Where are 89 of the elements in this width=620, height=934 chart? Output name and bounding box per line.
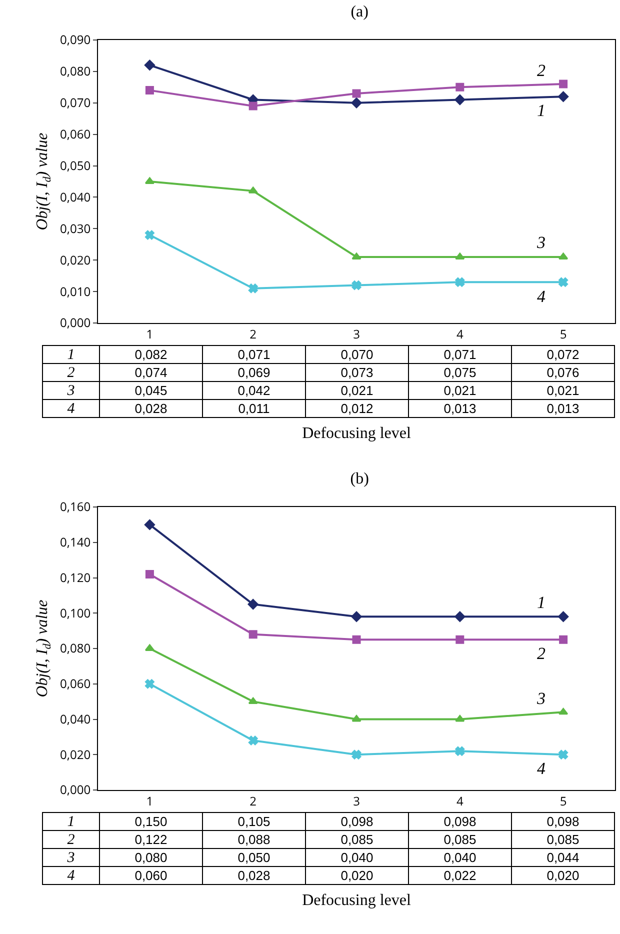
y-tick-label: 0,100 <box>60 604 91 622</box>
data-label: 0,071 <box>408 346 512 364</box>
category-label: 2 <box>67 832 75 848</box>
data-label: 0,080 <box>100 848 202 866</box>
data-label: 0,150 <box>100 812 202 830</box>
data-label: 0,122 <box>100 830 202 848</box>
category-label: 3 <box>67 850 75 866</box>
x-tick-label: 5 <box>560 792 567 810</box>
chart-title: (a) <box>350 3 368 20</box>
category-label: 1 <box>67 814 75 830</box>
series-label: 4 <box>537 287 546 306</box>
y-tick-label: 0,030 <box>60 220 91 237</box>
data-label: 0,076 <box>512 364 614 382</box>
data-label: 0,021 <box>408 382 512 400</box>
data-label: 0,070 <box>306 346 408 364</box>
chart-title: (b) <box>350 470 369 488</box>
data-label: 0,085 <box>512 830 614 848</box>
data-label: 0,074 <box>100 364 202 382</box>
x-tick-label: 4 <box>456 792 464 810</box>
y-tick-label: 0,040 <box>60 710 91 728</box>
data-label: 0,021 <box>306 382 408 400</box>
x-tick-label: 2 <box>250 325 257 342</box>
y-tick-label: 0,070 <box>60 94 91 112</box>
x-tick-label: 1 <box>146 792 154 810</box>
data-label: 0,028 <box>202 866 306 884</box>
category-label: 2 <box>67 364 75 380</box>
x-tick-label: 3 <box>353 325 360 342</box>
y-tick-label: 0,050 <box>60 156 91 174</box>
x-tick-label: 1 <box>146 325 154 342</box>
x-tick-label: 3 <box>353 792 360 810</box>
data-label: 0,071 <box>202 346 306 364</box>
data-label: 0,040 <box>408 848 512 866</box>
data-label: 0,073 <box>306 364 408 382</box>
data-label: 0,045 <box>100 382 202 400</box>
data-label: 0,098 <box>408 812 512 830</box>
y-tick-label: 0,060 <box>60 675 91 692</box>
data-label: 0,021 <box>512 382 614 400</box>
y-tick-label: 0,020 <box>60 746 91 763</box>
series-label: 4 <box>537 759 546 778</box>
data-label: 0,050 <box>202 848 306 866</box>
data-label: 0,022 <box>408 866 512 884</box>
data-label: 0,085 <box>306 830 408 848</box>
series-label: 3 <box>536 689 546 708</box>
data-label: 0,013 <box>408 400 512 418</box>
series-label: 1 <box>537 101 546 120</box>
data-label: 0,013 <box>512 400 614 418</box>
data-label: 0,020 <box>306 866 408 884</box>
data-label: 0,075 <box>408 364 512 382</box>
y-tick-label: 0,010 <box>60 282 91 300</box>
data-label: 0,105 <box>202 812 306 830</box>
data-label: 0,069 <box>202 364 306 382</box>
data-label: 0,011 <box>202 400 306 418</box>
data-label: 0,060 <box>100 866 202 884</box>
data-label: 0,044 <box>512 848 614 866</box>
y-tick-label: 0,160 <box>60 498 91 516</box>
data-label: 0,028 <box>100 400 202 418</box>
series-label: 3 <box>536 233 546 252</box>
y-tick-label: 0,000 <box>60 314 91 332</box>
data-label: 0,012 <box>306 400 408 418</box>
x-axis-title: Defocusing level <box>301 892 412 910</box>
x-tick-label: 5 <box>560 325 567 342</box>
x-tick-label: 4 <box>456 325 464 342</box>
y-tick-label: 0,080 <box>60 640 91 657</box>
data-label: 0,020 <box>512 866 614 884</box>
data-label: 0,098 <box>512 812 614 830</box>
data-label: 0,082 <box>100 346 202 364</box>
category-label: 4 <box>67 868 75 884</box>
y-tick-label: 0,120 <box>60 568 91 586</box>
y-tick-label: 0,080 <box>60 62 91 80</box>
x-axis-title: Defocusing level <box>301 425 412 443</box>
y-tick-label: 0,060 <box>60 126 91 143</box>
category-label: 1 <box>67 346 75 362</box>
data-label: 0,042 <box>202 382 306 400</box>
x-tick-label: 2 <box>250 792 257 810</box>
data-label: 0,085 <box>408 830 512 848</box>
data-label: 0,088 <box>202 830 306 848</box>
series-label: 2 <box>537 61 546 80</box>
data-label: 0,098 <box>306 812 408 830</box>
y-tick-label: 0,000 <box>60 781 91 798</box>
data-label: 0,040 <box>306 848 408 866</box>
category-label: 4 <box>67 400 75 416</box>
y-tick-label: 0,090 <box>60 31 91 48</box>
y-tick-label: 0,140 <box>60 534 91 551</box>
y-tick-label: 0,040 <box>60 188 91 206</box>
y-tick-label: 0,020 <box>60 251 91 268</box>
data-label: 0,072 <box>512 346 614 364</box>
series-label: 1 <box>537 593 546 612</box>
category-label: 3 <box>67 382 75 398</box>
series-label: 2 <box>537 644 546 663</box>
